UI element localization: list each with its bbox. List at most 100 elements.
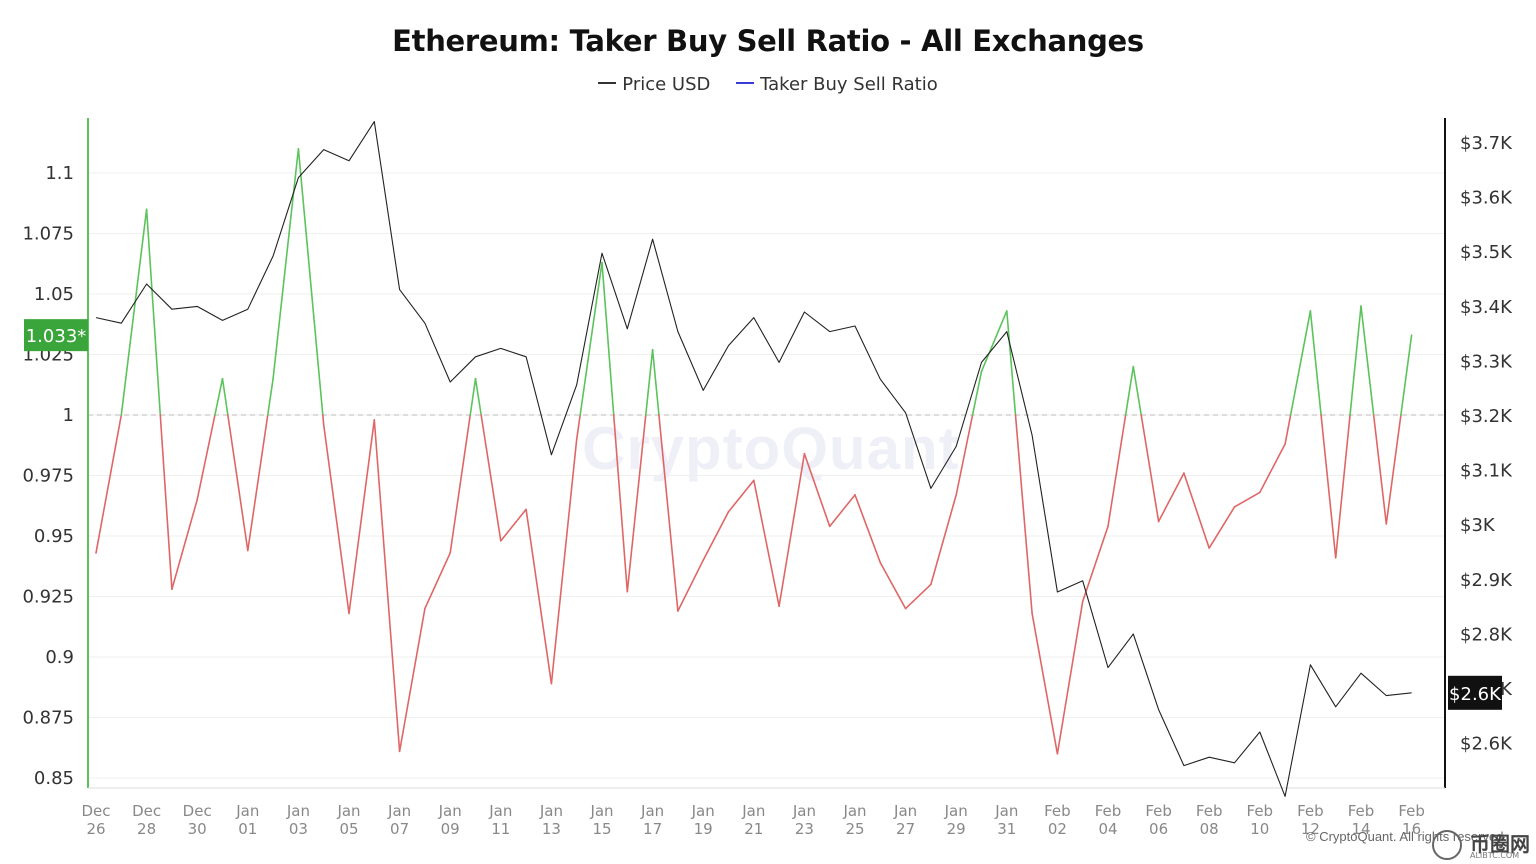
- axis-layer: [87, 118, 1446, 789]
- x-tick-label-day: 02: [1048, 820, 1067, 838]
- x-tick-label-month: Jan: [691, 802, 715, 820]
- ratio-last-value-text: 1.033*: [26, 326, 87, 347]
- y-left-tick-label: 0.975: [22, 466, 74, 487]
- y-right-tick-label: $3.2K: [1460, 406, 1513, 427]
- ratio-segment: [980, 310, 1008, 373]
- y-right-tick-label: $3.1K: [1460, 461, 1513, 482]
- ratio-segment: [1349, 305, 1362, 416]
- ratio-segment: [828, 494, 856, 528]
- y-right-tick-label: $2.9K: [1460, 570, 1513, 591]
- price-last-value-text: $2.6K: [1449, 684, 1502, 705]
- ratio-segment: [971, 370, 983, 416]
- x-tick-label-day: 12: [1301, 820, 1320, 838]
- ratio-segment: [221, 377, 229, 416]
- x-tick-label-day: 26: [86, 820, 105, 838]
- ratio-segment: [803, 452, 831, 528]
- site-logo: 币圈网 ALIBTC.COM: [1432, 828, 1532, 862]
- x-tick-label-day: 17: [643, 820, 662, 838]
- x-tick-label-month: Dec: [132, 802, 161, 820]
- legend-entry-ratio[interactable]: Taker Buy Sell Ratio: [736, 74, 938, 95]
- ratio-segment: [95, 414, 123, 554]
- x-tick-label-month: Jan: [387, 802, 411, 820]
- y-right-tick-label: $2.8K: [1460, 624, 1513, 645]
- x-tick-label-day: 28: [137, 820, 156, 838]
- x-tick-label-month: Jan: [539, 802, 563, 820]
- x-tick-label-day: 05: [339, 820, 358, 838]
- ratio-segment: [651, 348, 660, 416]
- x-tick-label-day: 15: [592, 820, 611, 838]
- ratio-segment: [1372, 414, 1388, 525]
- x-tick-label-day: 03: [289, 820, 308, 838]
- x-tick-label-day: 29: [947, 820, 966, 838]
- ratio-segment: [879, 561, 907, 610]
- ratio-segment: [727, 479, 755, 513]
- x-tick-label-month: Feb: [1095, 802, 1122, 820]
- ratio-segment: [1289, 310, 1312, 416]
- y-left-tick-label: 1.075: [22, 224, 74, 245]
- ratio-segment: [1157, 472, 1185, 523]
- legend-swatch-price: [598, 82, 617, 84]
- y-right-tick-label: $3.4K: [1460, 297, 1513, 318]
- x-tick-label-month: Jan: [336, 802, 360, 820]
- ratio-series-layer: [95, 148, 1413, 755]
- x-tick-label-month: Jan: [589, 802, 613, 820]
- y-left-tick-label: 0.95: [34, 526, 74, 547]
- y-left-tick-label: 1: [63, 405, 74, 426]
- logo-subtext: ALIBTC.COM: [1470, 851, 1520, 860]
- x-tick-label-day: 11: [491, 820, 510, 838]
- ratio-segment: [930, 494, 958, 586]
- x-tick-label-month: Feb: [1297, 802, 1324, 820]
- ratio-segment: [1140, 414, 1160, 523]
- legend: Price USD Taker Buy Sell Ratio: [0, 74, 1536, 95]
- x-tick-label-month: Feb: [1247, 802, 1274, 820]
- ratio-segment: [1320, 414, 1337, 559]
- ratio-segment: [227, 414, 249, 552]
- logo-coin-icon: [1432, 830, 1462, 860]
- ratio-segment: [702, 510, 730, 562]
- ratio-segment: [1208, 506, 1236, 549]
- ratio-segment: [474, 377, 482, 416]
- chart-title: Ethereum: Taker Buy Sell Ratio - All Exc…: [392, 24, 1144, 58]
- y-left-tick-label: 0.875: [22, 708, 74, 729]
- x-tick-label-day: 27: [896, 820, 915, 838]
- x-tick-label-month: Feb: [1196, 802, 1223, 820]
- x-tick-label-day: 14: [1351, 820, 1370, 838]
- x-tick-label-day: 19: [694, 820, 713, 838]
- x-tick-label-month: Jan: [235, 802, 259, 820]
- ratio-segment: [196, 414, 216, 501]
- x-tick-label-month: Jan: [792, 802, 816, 820]
- x-tick-label-day: 08: [1200, 820, 1219, 838]
- ratio-segment: [1132, 365, 1143, 416]
- ratio-segment: [373, 419, 401, 753]
- ratio-segment: [297, 148, 324, 416]
- ratio-segment: [348, 419, 376, 615]
- ratio-segment: [601, 261, 615, 416]
- legend-entry-price[interactable]: Price USD: [598, 74, 710, 95]
- x-tick-label-month: Jan: [893, 802, 917, 820]
- y-left-tick-label: 0.925: [22, 587, 74, 608]
- legend-swatch-ratio: [736, 82, 755, 84]
- y-right-tick-label: $3.5K: [1460, 242, 1513, 263]
- ratio-segment: [120, 208, 148, 416]
- x-tick-label-day: 01: [238, 820, 257, 838]
- y-right-tick-label: $3K: [1460, 515, 1496, 536]
- tick-label-layer: 1.11.0751.051.02510.9750.950.9250.90.875…: [22, 133, 1513, 838]
- ratio-segment: [398, 607, 426, 753]
- ratio-segment: [626, 414, 647, 593]
- ratio-segment: [778, 452, 806, 607]
- ratio-segment: [752, 479, 780, 607]
- ratio-segment: [1107, 414, 1127, 528]
- x-tick-label-month: Jan: [438, 802, 462, 820]
- x-tick-label-month: Jan: [842, 802, 866, 820]
- x-tick-label-day: 06: [1149, 820, 1168, 838]
- ratio-segment: [612, 414, 629, 593]
- ratio-segment: [1031, 612, 1059, 755]
- x-tick-label-month: Feb: [1398, 802, 1425, 820]
- x-tick-label-month: Jan: [286, 802, 310, 820]
- ratio-segment: [449, 414, 472, 554]
- ratio-segment: [499, 508, 527, 542]
- ratio-segment: [247, 414, 269, 552]
- x-tick-label-month: Dec: [81, 802, 110, 820]
- ratio-segment: [1056, 600, 1084, 755]
